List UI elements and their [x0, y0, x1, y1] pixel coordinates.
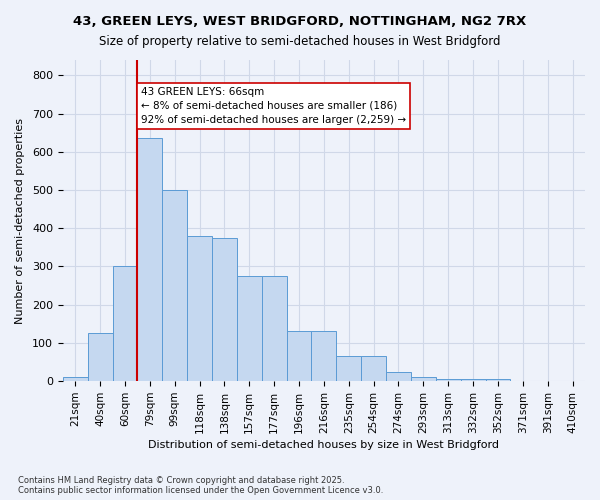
- Bar: [237, 276, 262, 381]
- Text: 43 GREEN LEYS: 66sqm
← 8% of semi-detached houses are smaller (186)
92% of semi-: 43 GREEN LEYS: 66sqm ← 8% of semi-detach…: [141, 87, 406, 125]
- Text: 43, GREEN LEYS, WEST BRIDGFORD, NOTTINGHAM, NG2 7RX: 43, GREEN LEYS, WEST BRIDGFORD, NOTTINGH…: [73, 15, 527, 28]
- Bar: [436, 380, 461, 381]
- Y-axis label: Number of semi-detached properties: Number of semi-detached properties: [15, 118, 25, 324]
- Bar: [485, 380, 511, 381]
- Bar: [262, 276, 287, 381]
- X-axis label: Distribution of semi-detached houses by size in West Bridgford: Distribution of semi-detached houses by …: [148, 440, 499, 450]
- Bar: [162, 190, 187, 381]
- Text: Contains HM Land Registry data © Crown copyright and database right 2025.
Contai: Contains HM Land Registry data © Crown c…: [18, 476, 383, 495]
- Bar: [461, 380, 485, 381]
- Bar: [311, 332, 337, 381]
- Bar: [287, 332, 311, 381]
- Bar: [212, 238, 237, 381]
- Bar: [63, 378, 88, 381]
- Bar: [137, 138, 162, 381]
- Bar: [187, 236, 212, 381]
- Bar: [88, 334, 113, 381]
- Bar: [113, 266, 137, 381]
- Text: Size of property relative to semi-detached houses in West Bridgford: Size of property relative to semi-detach…: [99, 35, 501, 48]
- Bar: [411, 378, 436, 381]
- Bar: [386, 372, 411, 381]
- Bar: [337, 356, 361, 381]
- Bar: [361, 356, 386, 381]
